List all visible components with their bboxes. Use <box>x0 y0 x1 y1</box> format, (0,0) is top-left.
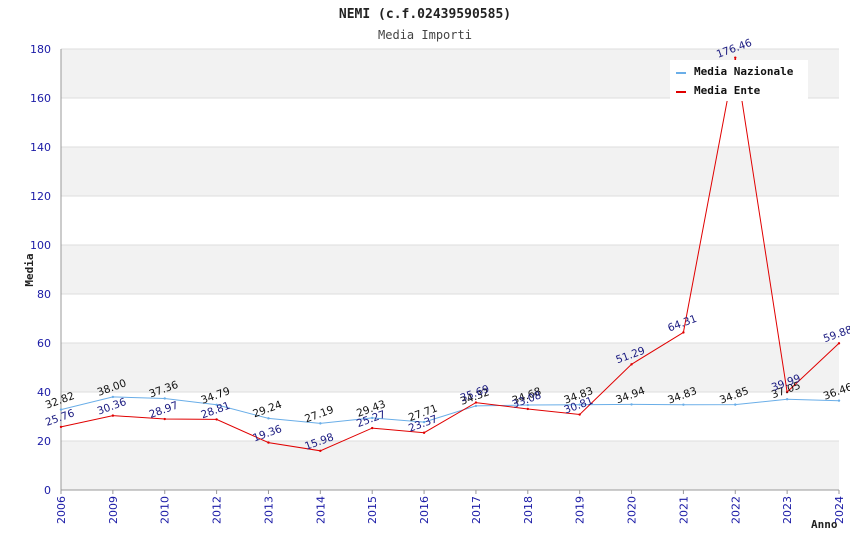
data-point <box>319 449 322 453</box>
x-tick-label: 2006 <box>55 496 68 524</box>
x-tick-label: 2021 <box>677 496 690 524</box>
data-point <box>319 422 322 425</box>
x-tick-label: 2013 <box>262 496 275 524</box>
grid-band <box>61 196 839 245</box>
chart-subtitle: Media Importi <box>378 28 472 42</box>
grid-band <box>61 147 839 196</box>
y-tick-label: 120 <box>30 190 51 203</box>
data-point <box>111 414 115 417</box>
x-tick-label: 2017 <box>470 496 483 524</box>
data-point <box>682 331 685 334</box>
y-tick-label: 160 <box>30 92 51 105</box>
x-tick-label: 2020 <box>626 496 639 524</box>
data-point <box>422 420 426 424</box>
data-point <box>59 425 63 429</box>
chart-title: NEMI (c.f.02439590585) <box>339 7 511 22</box>
x-tick-label: 2009 <box>107 496 120 524</box>
x-tick-label: 2022 <box>729 496 742 524</box>
data-point <box>215 418 218 421</box>
series-line-media-nazionale <box>60 396 840 424</box>
data-point <box>163 417 166 421</box>
grid-band <box>61 392 839 441</box>
data-point <box>267 441 270 444</box>
y-tick-label: 180 <box>30 43 51 56</box>
series-line-media-ente <box>60 57 840 452</box>
y-axis-label: Media <box>23 253 36 286</box>
data-point <box>630 403 633 406</box>
data-point <box>371 416 374 420</box>
data-point <box>163 397 166 400</box>
data-point <box>837 399 841 402</box>
data-point <box>111 395 115 399</box>
x-tick-label: 2024 <box>833 496 846 524</box>
data-point <box>474 404 478 408</box>
data-point <box>578 413 581 416</box>
grid-lines <box>61 48 839 491</box>
y-tick-label: 100 <box>30 239 51 252</box>
grid-band <box>61 343 839 392</box>
y-tick-label: 40 <box>37 386 51 399</box>
data-point <box>267 417 270 420</box>
x-tick-label: 2015 <box>366 496 379 524</box>
data-point <box>526 403 529 407</box>
x-tick-label: 2012 <box>211 496 224 524</box>
grid-bands <box>61 49 839 490</box>
data-point <box>734 56 737 59</box>
data-point <box>578 403 581 406</box>
legend: Media Nazionale Media Ente <box>670 60 808 101</box>
data-point <box>526 407 529 411</box>
y-tick-label: 140 <box>30 141 51 154</box>
x-tick-label: 2014 <box>314 496 327 524</box>
data-point <box>682 403 685 406</box>
data-point <box>785 398 789 401</box>
data-point <box>474 401 478 404</box>
data-point <box>59 408 63 411</box>
y-tick-label: 60 <box>37 337 51 350</box>
y-axis-ticks: 0 20 40 60 80 100 120 140 160 180 <box>30 43 51 497</box>
grid-band <box>61 441 839 490</box>
y-tick-label: 0 <box>44 484 51 497</box>
grid-band <box>61 98 839 147</box>
data-point <box>371 426 374 430</box>
data-point <box>422 431 426 434</box>
grid-band <box>61 245 839 294</box>
legend-label-media-nazionale: Media Nazionale <box>694 65 794 78</box>
x-tick-label: 2023 <box>781 496 794 524</box>
series-lines <box>59 56 841 453</box>
x-tick-label: 2016 <box>418 496 431 524</box>
legend-label-media-ente: Media Ente <box>694 84 761 97</box>
data-point <box>630 363 633 366</box>
x-axis-ticks: 2006 2009 2010 2012 2013 2014 2015 2016 2017 2018… <box>55 490 846 524</box>
data-point <box>785 390 789 394</box>
x-tick-label: 2019 <box>574 496 587 524</box>
y-tick-label: 80 <box>37 288 51 301</box>
x-tick-label: 2010 <box>159 496 172 524</box>
legend-box <box>670 60 808 101</box>
grid-band <box>61 294 839 343</box>
x-axis-label: Anno <box>811 518 838 531</box>
y-tick-label: 20 <box>37 435 51 448</box>
data-point <box>215 403 218 406</box>
data-point <box>837 342 841 345</box>
x-tick-label: 2018 <box>522 496 535 524</box>
data-point <box>734 403 737 406</box>
